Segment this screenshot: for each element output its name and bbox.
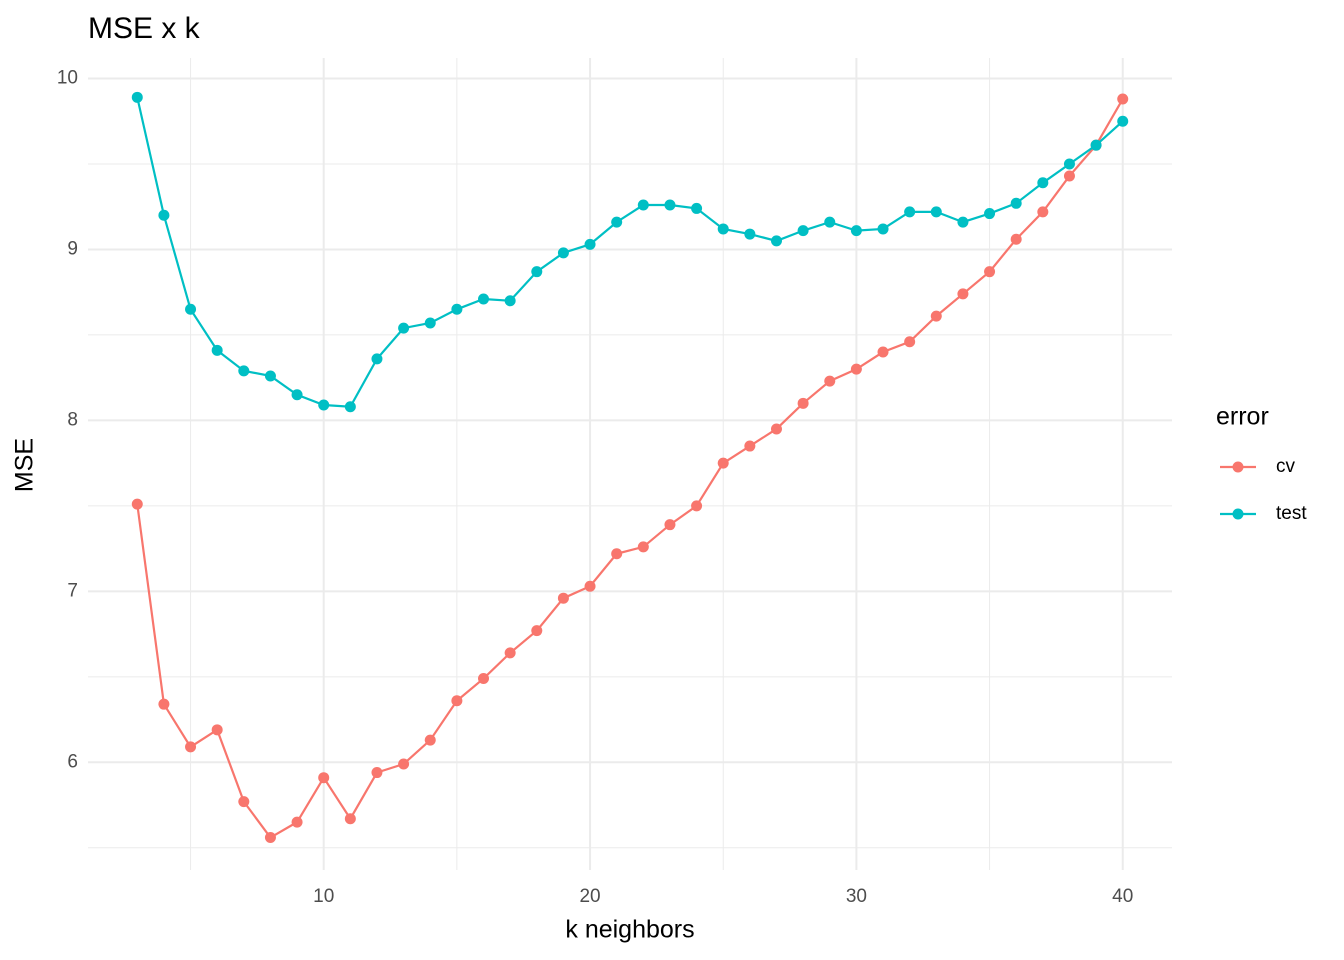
data-point <box>1063 158 1075 170</box>
data-point <box>744 228 756 240</box>
data-point <box>291 389 303 401</box>
data-point <box>478 293 490 305</box>
data-point <box>797 225 809 237</box>
grid <box>88 58 1172 870</box>
data-point <box>131 498 143 510</box>
data-point <box>131 91 143 103</box>
data-point <box>850 363 862 375</box>
legend-label: cv <box>1276 456 1296 477</box>
data-point <box>770 423 782 435</box>
data-point <box>797 397 809 409</box>
x-axis-label: k neighbors <box>565 916 694 944</box>
data-point <box>824 216 836 228</box>
data-point <box>1010 197 1022 209</box>
data-point <box>584 580 596 592</box>
data-point <box>158 209 170 221</box>
data-point <box>1037 177 1049 189</box>
data-point <box>984 208 996 220</box>
data-point <box>1117 93 1129 105</box>
data-point <box>824 375 836 387</box>
data-point <box>664 199 676 211</box>
series-line <box>136 97 1124 408</box>
data-point <box>291 816 303 828</box>
data-point <box>557 247 569 259</box>
data-point <box>531 625 543 637</box>
series-line <box>136 98 1124 839</box>
data-point <box>1010 233 1022 245</box>
y-tick-label: 10 <box>57 68 78 89</box>
y-axis-label: MSE <box>11 438 39 492</box>
y-tick-label: 7 <box>67 580 78 601</box>
data-point <box>318 399 330 411</box>
data-point <box>451 303 463 315</box>
y-tick-label: 6 <box>67 751 78 772</box>
x-tick-label: 10 <box>313 886 334 907</box>
data-point <box>478 673 490 685</box>
data-point <box>637 541 649 553</box>
data-point <box>930 206 942 218</box>
data-point <box>264 370 276 382</box>
data-point <box>957 216 969 228</box>
data-point <box>611 548 623 560</box>
data-point <box>1063 170 1075 182</box>
chart-title: MSE x k <box>88 12 201 45</box>
legend-label: test <box>1276 503 1307 524</box>
y-tick-label: 8 <box>67 409 78 430</box>
data-point <box>1117 115 1129 127</box>
data-point <box>451 695 463 707</box>
data-point <box>904 336 916 348</box>
data-point <box>691 500 703 512</box>
data-point <box>424 734 436 746</box>
data-point <box>850 225 862 237</box>
data-point <box>344 813 356 825</box>
data-point <box>717 457 729 469</box>
data-point <box>557 592 569 604</box>
data-point <box>664 519 676 531</box>
data-point <box>1037 206 1049 218</box>
data-point <box>158 698 170 710</box>
data-point <box>185 303 197 315</box>
data-point <box>398 322 410 334</box>
data-point <box>371 767 383 779</box>
y-tick-label: 9 <box>67 238 78 259</box>
data-point <box>1090 139 1102 151</box>
legend-key-point <box>1232 461 1244 473</box>
data-point <box>238 796 250 808</box>
data-point <box>185 741 197 753</box>
data-point <box>877 223 889 235</box>
data-point <box>504 295 516 307</box>
data-point <box>637 199 649 211</box>
data-point <box>877 346 889 358</box>
data-point <box>611 216 623 228</box>
x-tick-label: 20 <box>579 886 600 907</box>
data-point <box>371 353 383 365</box>
data-point <box>744 440 756 452</box>
data-point <box>504 647 516 659</box>
data-point <box>344 401 356 413</box>
data-point <box>717 223 729 235</box>
data-point <box>584 238 596 250</box>
data-point <box>957 288 969 300</box>
plot-area <box>131 91 1129 844</box>
data-point <box>238 365 250 377</box>
data-point <box>211 344 223 356</box>
data-point <box>424 317 436 329</box>
data-point <box>691 202 703 214</box>
legend-title: error <box>1216 403 1269 431</box>
data-point <box>211 724 223 736</box>
x-tick-label: 30 <box>846 886 867 907</box>
data-point <box>770 235 782 247</box>
data-point <box>398 758 410 770</box>
legend-key-point <box>1232 508 1244 520</box>
data-point <box>264 832 276 844</box>
data-point <box>318 772 330 784</box>
data-point <box>984 266 996 278</box>
x-tick-label: 40 <box>1112 886 1133 907</box>
data-point <box>904 206 916 218</box>
data-point <box>930 310 942 322</box>
data-point <box>531 266 543 278</box>
